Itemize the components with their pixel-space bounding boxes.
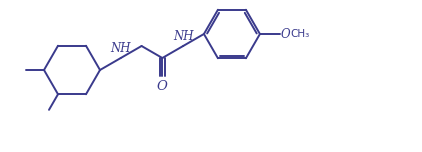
Text: NH: NH [173,30,193,43]
Text: O: O [157,80,168,93]
Text: NH: NH [111,42,131,55]
Text: CH₃: CH₃ [290,29,309,39]
Text: O: O [281,28,291,40]
